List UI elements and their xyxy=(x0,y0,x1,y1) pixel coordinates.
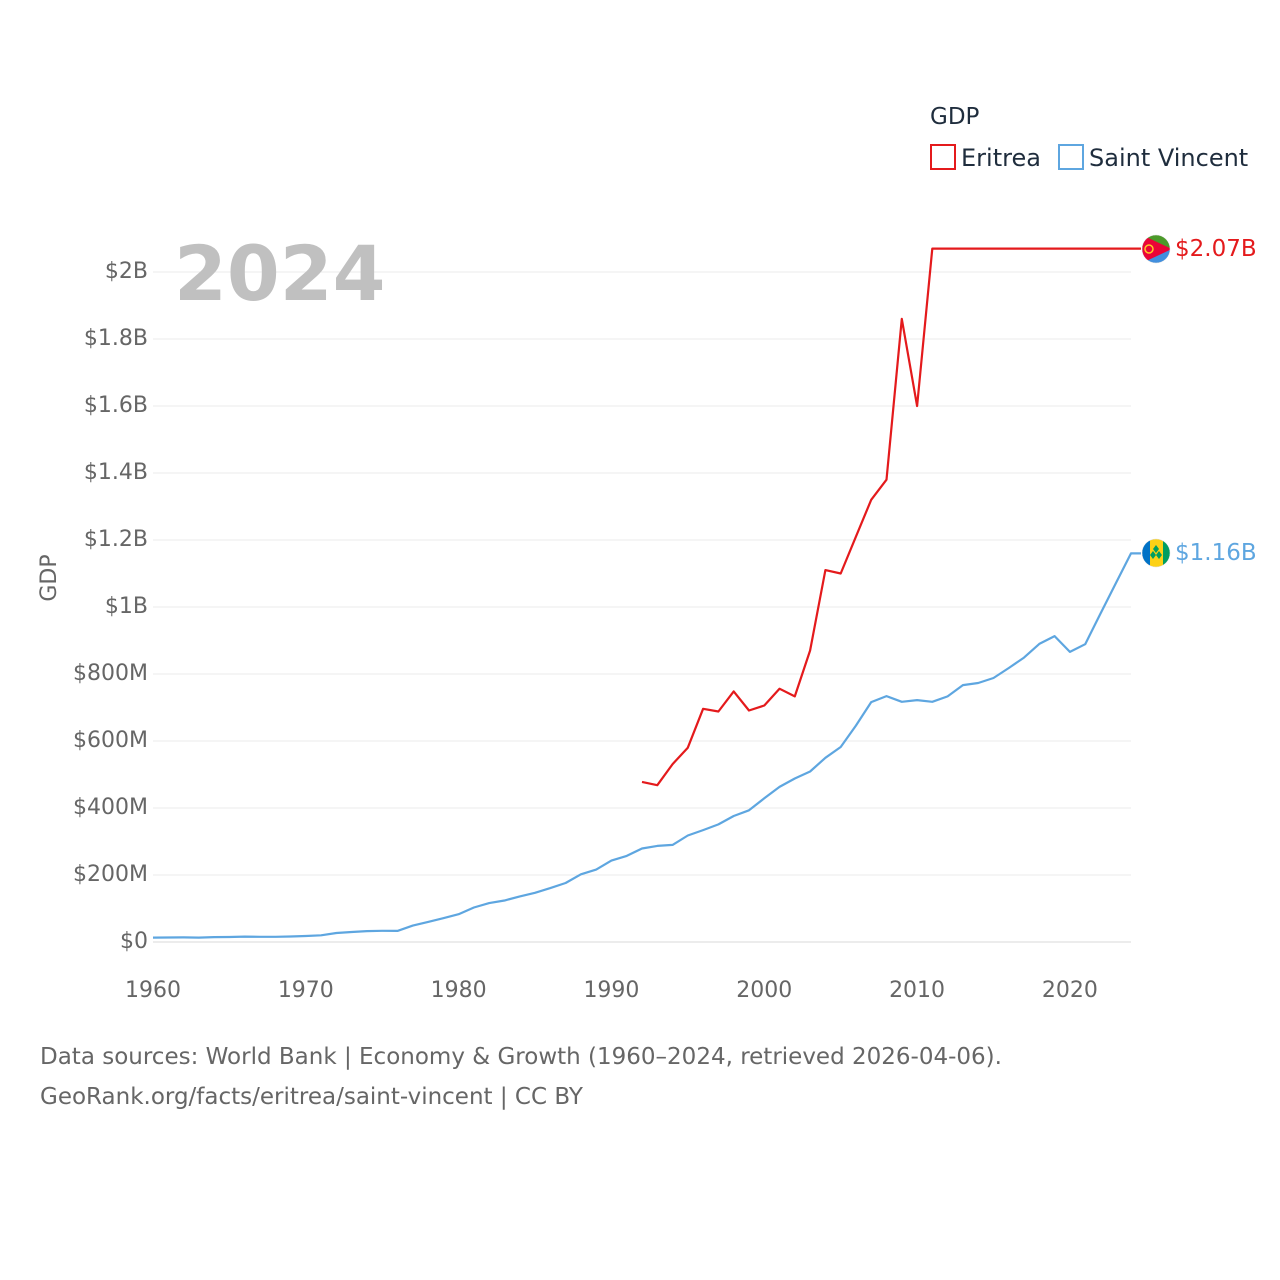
x-tick-label: 1980 xyxy=(431,978,487,1003)
y-tick-label: $1.2B xyxy=(84,527,148,552)
series-line-eritrea xyxy=(641,247,1141,787)
gridlines xyxy=(153,271,1131,876)
x-tick-label: 2010 xyxy=(889,978,945,1003)
saint-vincent-flag-border xyxy=(1141,538,1171,568)
eritrea-flag-icon xyxy=(1142,235,1170,263)
legend-item-saint-vincent[interactable]: Saint Vincent xyxy=(1058,144,1248,172)
footer-sources: Data sources: World Bank | Economy & Gro… xyxy=(40,1044,1002,1070)
end-label-saint-vincent: $1.16B xyxy=(1175,540,1257,566)
y-tick-label: $1.4B xyxy=(84,460,148,485)
y-tick-label: $1.6B xyxy=(84,393,148,418)
y-tick-label: $400M xyxy=(73,795,148,820)
legend-item-eritrea[interactable]: Eritrea xyxy=(930,144,1041,172)
y-tick-label: $1.8B xyxy=(84,326,148,351)
legend-title: GDP xyxy=(930,104,980,130)
saint-vincent-flag-icon xyxy=(1142,539,1170,567)
x-tick-label: 1960 xyxy=(125,978,181,1003)
legend-label-saint-vincent: Saint Vincent xyxy=(1089,144,1248,172)
x-tick-label: 1970 xyxy=(278,978,334,1003)
legend: GDP Eritrea Saint Vincent xyxy=(930,104,1248,172)
y-tick-label: $200M xyxy=(73,862,148,887)
x-tick-label: 1990 xyxy=(583,978,639,1003)
x-tick-label: 2000 xyxy=(736,978,792,1003)
x-tick-label: 2020 xyxy=(1042,978,1098,1003)
eritrea-flag-border xyxy=(1141,234,1171,264)
series-line-saint-vincent xyxy=(152,552,1141,939)
footer-attribution: GeoRank.org/facts/eritrea/saint-vincent … xyxy=(40,1084,583,1110)
legend-swatch-saint-vincent xyxy=(1058,144,1084,170)
end-label-eritrea: $2.07B xyxy=(1175,236,1257,262)
y-tick-label: $800M xyxy=(73,661,148,686)
y-tick-label: $600M xyxy=(73,728,148,753)
legend-swatch-eritrea xyxy=(930,144,956,170)
y-tick-label: $0 xyxy=(120,929,148,954)
y-axis-ticks: $0 $200M $400M $600M $800M $1B $1.2B $1.4B $1.6B… xyxy=(73,259,148,954)
x-axis-ticks: 1960 1970 1980 1990 2000 2010 2020 xyxy=(125,978,1098,1003)
y-tick-label: $1B xyxy=(105,594,148,619)
year-label: 2024 xyxy=(174,229,386,318)
y-axis-label: GDP xyxy=(37,554,62,601)
series-lines xyxy=(152,247,1141,939)
y-tick-label: $2B xyxy=(105,259,148,284)
legend-label-eritrea: Eritrea xyxy=(961,144,1041,172)
